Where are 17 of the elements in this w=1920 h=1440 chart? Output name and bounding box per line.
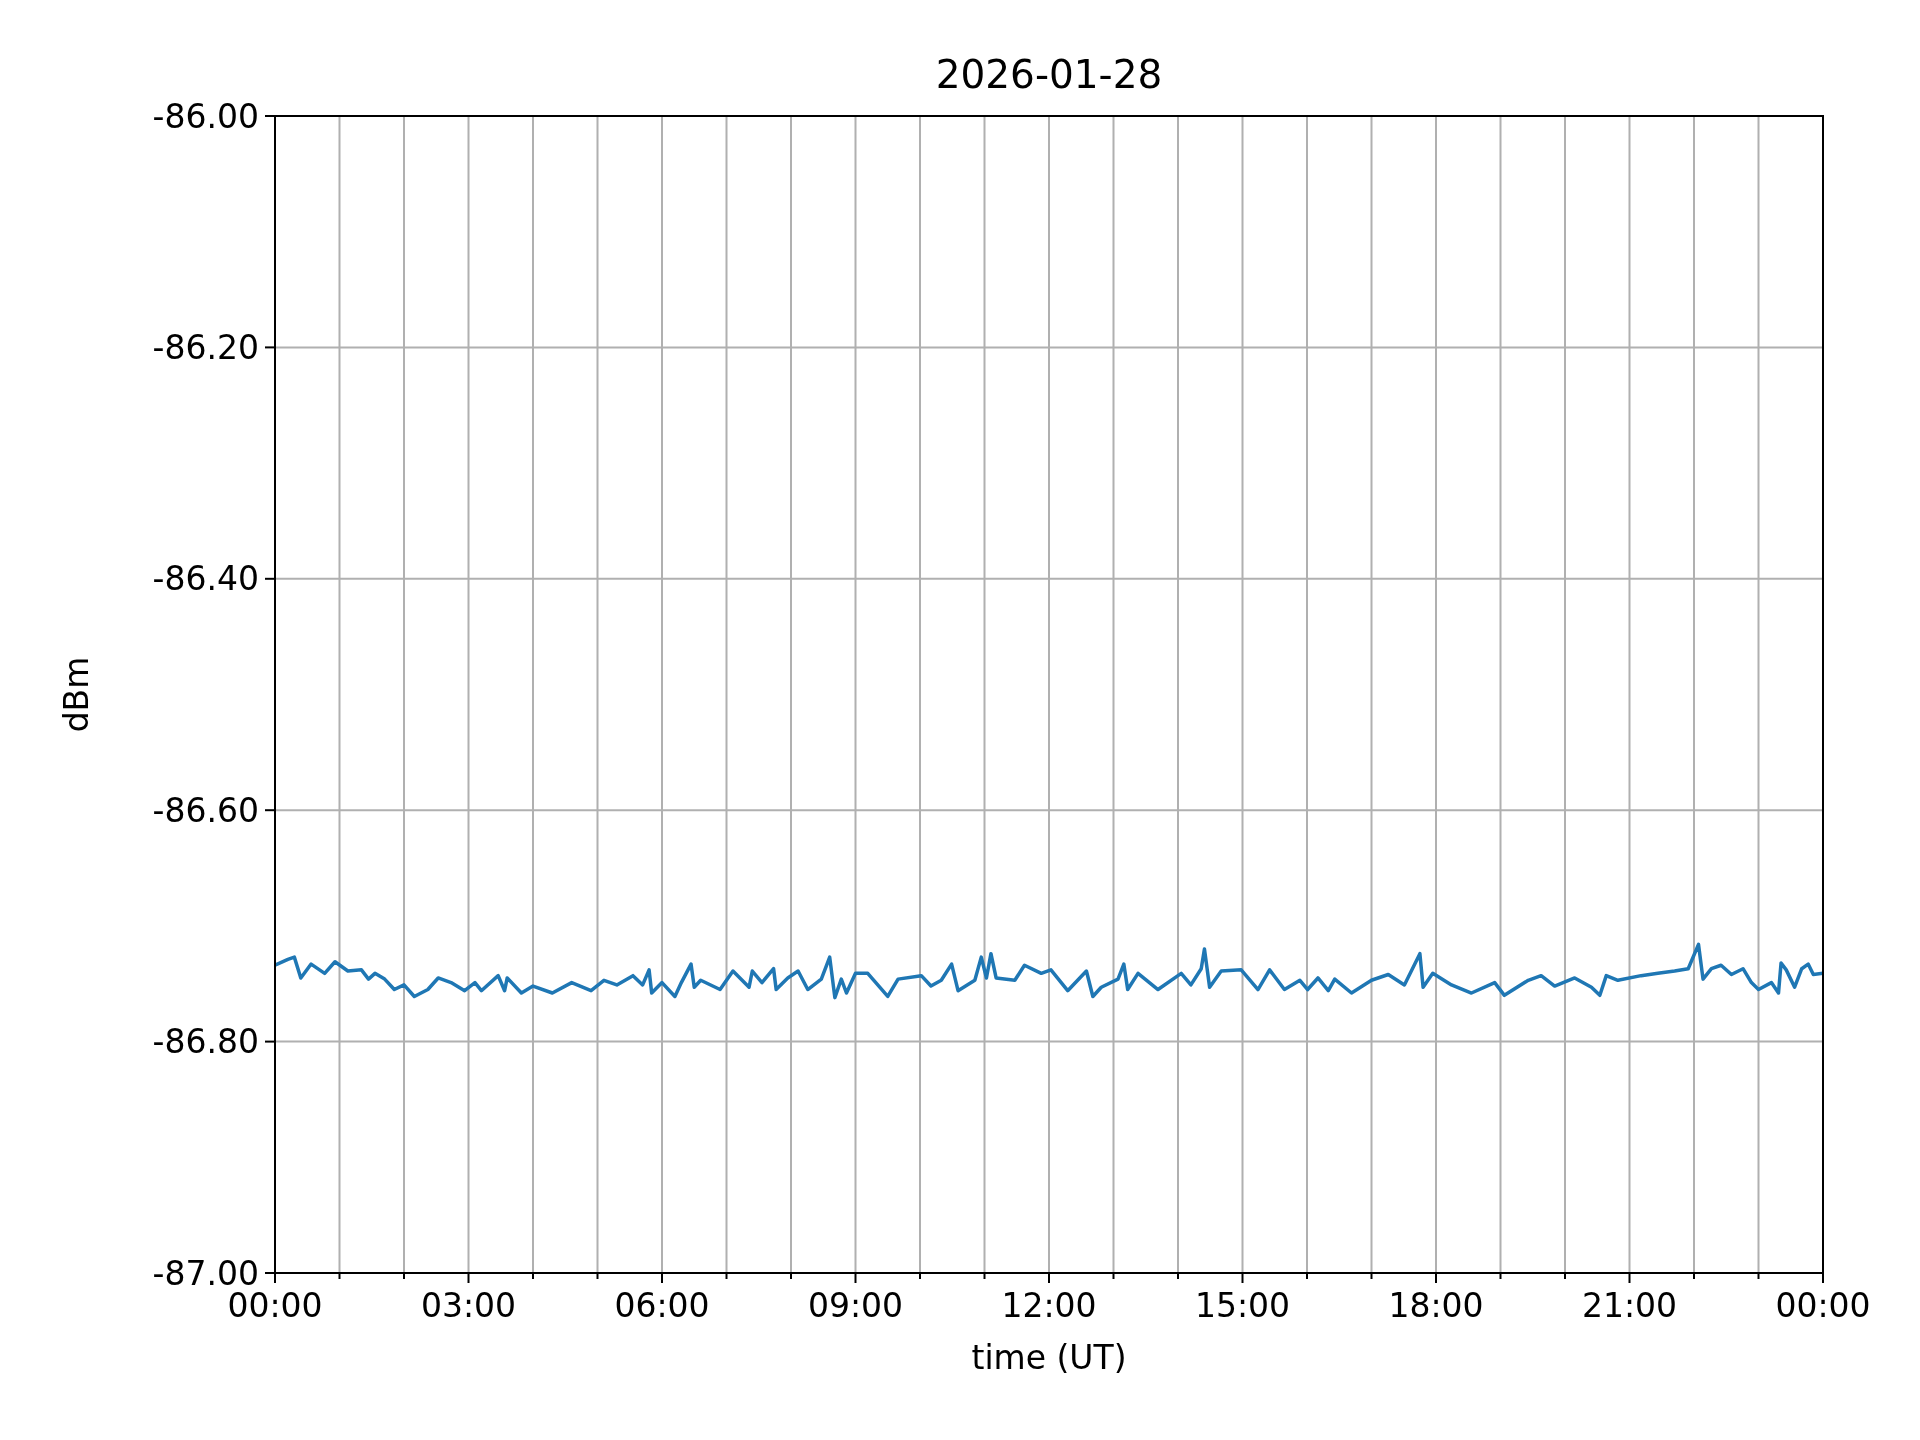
x-tick-label: 06:00	[614, 1286, 710, 1325]
x-tick-label: 21:00	[1581, 1286, 1678, 1325]
x-tick-label: 09:00	[807, 1286, 904, 1325]
y-tick-label: -86.20	[152, 327, 259, 367]
y-tick-label: -86.00	[152, 96, 259, 136]
y-tick-label: -86.40	[152, 559, 259, 599]
x-tick-label: 00:00	[1775, 1286, 1871, 1325]
chart-title: 2026-01-28	[935, 52, 1163, 97]
x-tick-label: 03:00	[420, 1286, 517, 1325]
x-axis-title: time (UT)	[971, 1338, 1127, 1377]
y-tick-label: -86.80	[152, 1022, 259, 1062]
x-tick-label: 18:00	[1388, 1286, 1484, 1325]
y-axis-title: dBm	[57, 656, 96, 733]
x-tick-label: 15:00	[1194, 1286, 1291, 1325]
x-tick-label: 12:00	[1001, 1286, 1097, 1325]
y-tick-label: -86.60	[152, 790, 259, 830]
line-series	[275, 942, 1823, 1000]
